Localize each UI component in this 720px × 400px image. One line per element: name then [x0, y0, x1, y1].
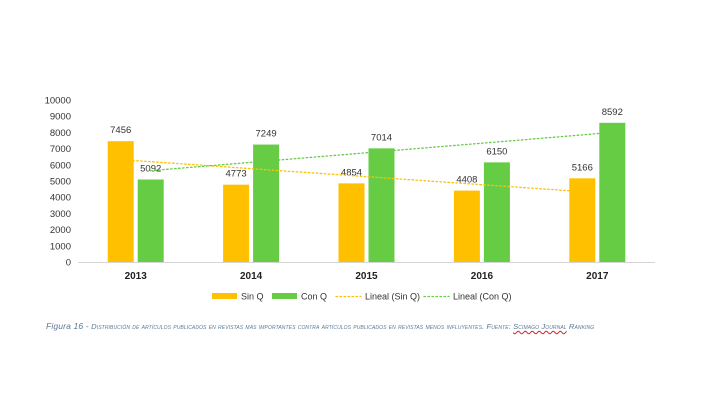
- legend-swatch: [272, 293, 297, 299]
- y-tick-label: 4000: [50, 193, 71, 204]
- bar-sin-q: [569, 178, 596, 262]
- data-label: 6150: [486, 146, 507, 157]
- bar-sin-q: [223, 184, 250, 262]
- y-tick-label: 9000: [50, 112, 71, 123]
- caption-source-underlined: Scimago Journal: [513, 322, 567, 331]
- legend-label: Lineal (Sin Q): [365, 292, 420, 302]
- trendline-sin-q: [120, 158, 583, 193]
- data-label: 7249: [256, 129, 277, 140]
- bar-con-q: [483, 162, 510, 262]
- bar-con-q: [137, 179, 164, 262]
- data-label: 7456: [110, 125, 131, 136]
- bar-con-q: [368, 148, 395, 262]
- x-tick-label: 2017: [586, 271, 609, 282]
- y-tick-label: 8000: [50, 128, 71, 139]
- y-tick-label: 0: [66, 258, 71, 269]
- y-tick-label: 6000: [50, 160, 71, 171]
- data-label: 5166: [572, 162, 593, 173]
- trendline-con-q: [150, 131, 613, 172]
- bar-sin-q: [338, 183, 365, 262]
- x-tick-label: 2015: [355, 271, 378, 282]
- legend-swatch: [212, 293, 237, 299]
- x-tick-label: 2016: [471, 271, 494, 282]
- y-tick-label: 7000: [50, 144, 71, 155]
- x-tick-label: 2014: [240, 271, 263, 282]
- bar-con-q: [599, 122, 626, 262]
- data-label: 7014: [371, 132, 392, 143]
- y-tick-label: 5000: [50, 177, 71, 188]
- legend-label: Lineal (Con Q): [453, 292, 512, 302]
- y-tick-label: 2000: [50, 225, 71, 236]
- data-label: 4854: [341, 167, 362, 178]
- y-tick-label: 3000: [50, 209, 71, 220]
- legend-label: Sin Q: [241, 292, 264, 302]
- bar-sin-q: [107, 141, 134, 262]
- data-label: 4773: [226, 169, 247, 180]
- legend-label: Con Q: [301, 292, 327, 302]
- bar-chart: 0 1000 2000 3000 4000 5000 6000 7000 8000 9000 100…: [45, 96, 655, 302]
- caption-source-tail: Ranking: [566, 322, 595, 331]
- data-label: 5092: [140, 164, 161, 175]
- y-tick-label: 10000: [45, 96, 71, 107]
- figure-caption: Figura 16 - Distribución de artículos pu…: [46, 321, 706, 331]
- bar-con-q: [253, 144, 280, 262]
- y-tick-label: 1000: [50, 241, 71, 252]
- bar-sin-q: [453, 190, 480, 262]
- data-label: 4408: [456, 175, 477, 186]
- caption-lead: Figura 16 -: [46, 321, 92, 331]
- caption-body: Distribución de artículos publicados en …: [91, 322, 514, 331]
- data-label: 8592: [602, 107, 623, 118]
- x-tick-label: 2013: [125, 271, 148, 282]
